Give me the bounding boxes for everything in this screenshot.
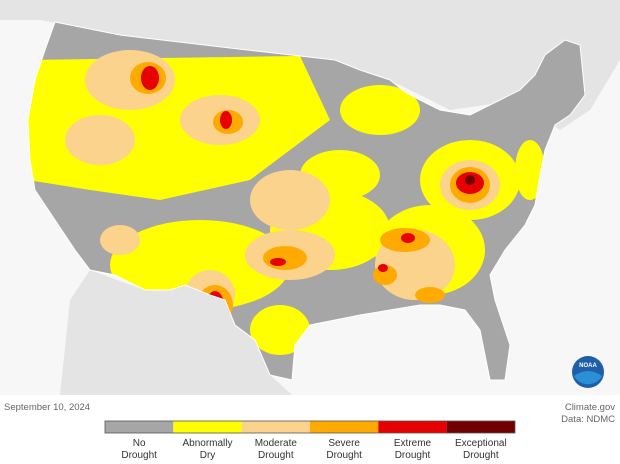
legend-label-line: Extreme: [394, 438, 432, 449]
legend-swatch: [310, 421, 379, 433]
legend-label-line: Dry: [200, 450, 216, 461]
logo-text: NOAA: [579, 363, 597, 369]
map-date: September 10, 2024: [4, 402, 90, 413]
legend-label-line: Drought: [463, 450, 499, 461]
legend-label-line: Exceptional: [455, 438, 507, 449]
legend-border: [104, 420, 516, 434]
legend-swatch: [173, 421, 242, 433]
legend-label-line: Drought: [258, 450, 294, 461]
legend-label: Exceptional Drought: [455, 438, 507, 461]
legend-label: No Drought: [121, 438, 157, 461]
mexico: [60, 270, 292, 395]
legend-swatch: [446, 421, 515, 433]
noaa-logo: NOAA: [572, 356, 604, 388]
legend-label: Moderate Drought: [255, 438, 298, 461]
legend-label-line: Drought: [395, 450, 431, 461]
legend-label: Severe Drought: [326, 438, 362, 461]
legend-swatch: [241, 421, 310, 433]
legend-label-line: Severe: [328, 438, 360, 449]
legend-label-line: No: [133, 438, 146, 449]
legend-swatch: [378, 421, 447, 433]
legend-label-line: Drought: [326, 450, 362, 461]
legend-label: Extreme Drought: [394, 438, 432, 461]
canada: [0, 0, 620, 130]
legend-swatch: [105, 421, 174, 433]
legend-label: Abnormally Dry: [182, 438, 232, 461]
legend-label-line: Drought: [121, 450, 157, 461]
credit: Data: NDMC: [561, 414, 615, 425]
credit: Climate.gov: [565, 402, 615, 413]
legend-label-line: Abnormally: [182, 438, 232, 449]
legend-label-line: Moderate: [255, 438, 298, 449]
